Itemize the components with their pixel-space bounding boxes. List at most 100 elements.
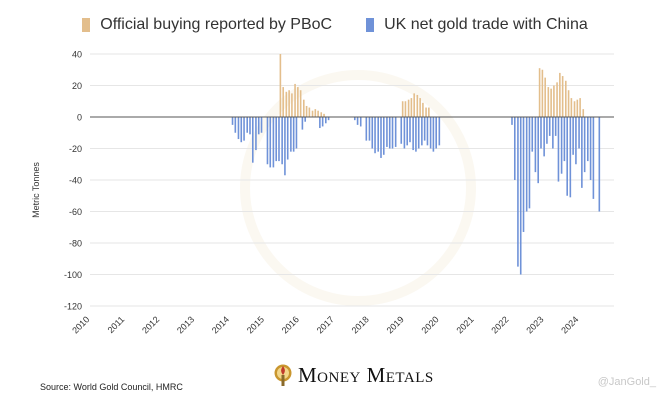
uk-bar — [380, 117, 382, 158]
pboc-bar — [404, 101, 407, 117]
pboc-bar — [410, 98, 413, 117]
uk-bar — [438, 117, 441, 146]
pboc-bar — [297, 87, 299, 117]
x-tick-label: 2022 — [489, 314, 510, 335]
uk-bar — [319, 117, 321, 129]
uk-bar — [251, 117, 254, 163]
uk-bar — [249, 117, 251, 135]
y-tick-label: -60 — [69, 207, 82, 217]
y-tick-label: -80 — [69, 239, 82, 249]
x-tick-label: 2023 — [524, 314, 545, 335]
pboc-bar — [407, 99, 410, 117]
uk-bar — [260, 117, 263, 133]
pboc-bar — [302, 99, 305, 117]
legend-label-uk: UK net gold trade with China — [384, 16, 588, 33]
uk-bar — [359, 117, 362, 127]
uk-bar — [426, 117, 429, 146]
pboc-bar — [567, 90, 570, 117]
uk-bar — [592, 117, 595, 199]
uk-bar — [403, 117, 406, 149]
uk-bar — [382, 117, 385, 155]
pboc-bar — [547, 87, 550, 117]
y-tick-label: -100 — [64, 270, 82, 280]
pboc-bar — [291, 93, 293, 117]
uk-bar — [275, 117, 277, 162]
uk-bar — [365, 117, 368, 141]
pboc-bar — [579, 98, 581, 117]
uk-bar — [255, 117, 257, 151]
uk-bar — [278, 117, 280, 162]
uk-bar — [266, 117, 269, 165]
uk-bar — [234, 117, 237, 133]
uk-bar — [417, 117, 420, 149]
uk-bar — [589, 117, 592, 180]
y-tick-label: 20 — [72, 81, 82, 91]
uk-bar — [290, 117, 292, 152]
pboc-bar — [425, 107, 427, 117]
uk-bar — [406, 117, 408, 146]
uk-bar — [272, 117, 275, 168]
source-note: Source: World Gold Council, HMRC — [40, 382, 183, 392]
author-handle: @JanGold_ — [597, 376, 656, 388]
uk-bar — [231, 117, 234, 125]
uk-bar — [388, 117, 391, 149]
uk-bar — [560, 117, 563, 174]
pboc-bar — [422, 102, 424, 117]
uk-bar — [432, 117, 435, 152]
pboc-bar — [323, 113, 325, 117]
x-tick-label: 2017 — [315, 314, 336, 335]
x-tick-label: 2021 — [454, 314, 475, 335]
x-tick-label: 2019 — [385, 314, 406, 335]
legend-item-uk: UK net gold trade with China — [366, 16, 588, 34]
x-tick-label: 2013 — [175, 314, 196, 335]
uk-bar — [548, 117, 551, 136]
uk-bar — [368, 117, 371, 141]
pboc-bar — [550, 88, 552, 117]
uk-bar — [587, 117, 589, 162]
pboc-bar — [279, 54, 282, 117]
chart-legend: Official buying reported by PBoC UK net … — [0, 10, 670, 40]
pboc-bar — [305, 105, 308, 117]
y-tick-label: -40 — [69, 176, 82, 186]
uk-bar — [281, 117, 283, 165]
pboc-bar — [299, 90, 302, 117]
uk-bar — [513, 117, 516, 180]
uk-bar — [394, 117, 397, 147]
pboc-bar — [308, 107, 311, 117]
pboc-bar — [576, 99, 579, 117]
uk-bar — [386, 117, 388, 147]
pboc-bar — [559, 72, 561, 117]
uk-bar — [353, 117, 356, 121]
uk-bar — [237, 117, 240, 140]
pboc-bar — [294, 83, 296, 117]
legend-label-pboc: Official buying reported by PBoC — [100, 16, 333, 33]
uk-bar — [284, 117, 286, 176]
uk-bar — [304, 117, 306, 122]
uk-bar — [295, 117, 298, 149]
brand-name: Money Metals — [298, 362, 434, 387]
x-tick-label: 2011 — [106, 314, 127, 335]
uk-bar — [243, 117, 245, 141]
uk-bar — [371, 117, 374, 149]
pboc-bar — [419, 98, 421, 117]
uk-bar — [519, 117, 522, 275]
uk-bar — [583, 117, 586, 173]
uk-bar — [540, 117, 542, 149]
uk-bar — [572, 117, 574, 155]
uk-bar — [575, 117, 577, 165]
uk-bar — [409, 117, 411, 143]
uk-bar — [552, 117, 554, 149]
uk-bar — [377, 117, 379, 152]
pboc-bar — [582, 109, 585, 117]
pboc-bar — [428, 107, 430, 117]
uk-bar — [543, 117, 545, 157]
uk-bar — [325, 117, 327, 124]
uk-bar — [578, 117, 580, 149]
pboc-bar — [541, 69, 544, 117]
y-tick-label: -20 — [69, 144, 82, 154]
pboc-bar — [320, 112, 323, 117]
pboc-bar — [416, 94, 419, 117]
uk-bar — [292, 117, 295, 152]
uk-bar — [435, 117, 437, 149]
pboc-bar — [401, 101, 404, 117]
